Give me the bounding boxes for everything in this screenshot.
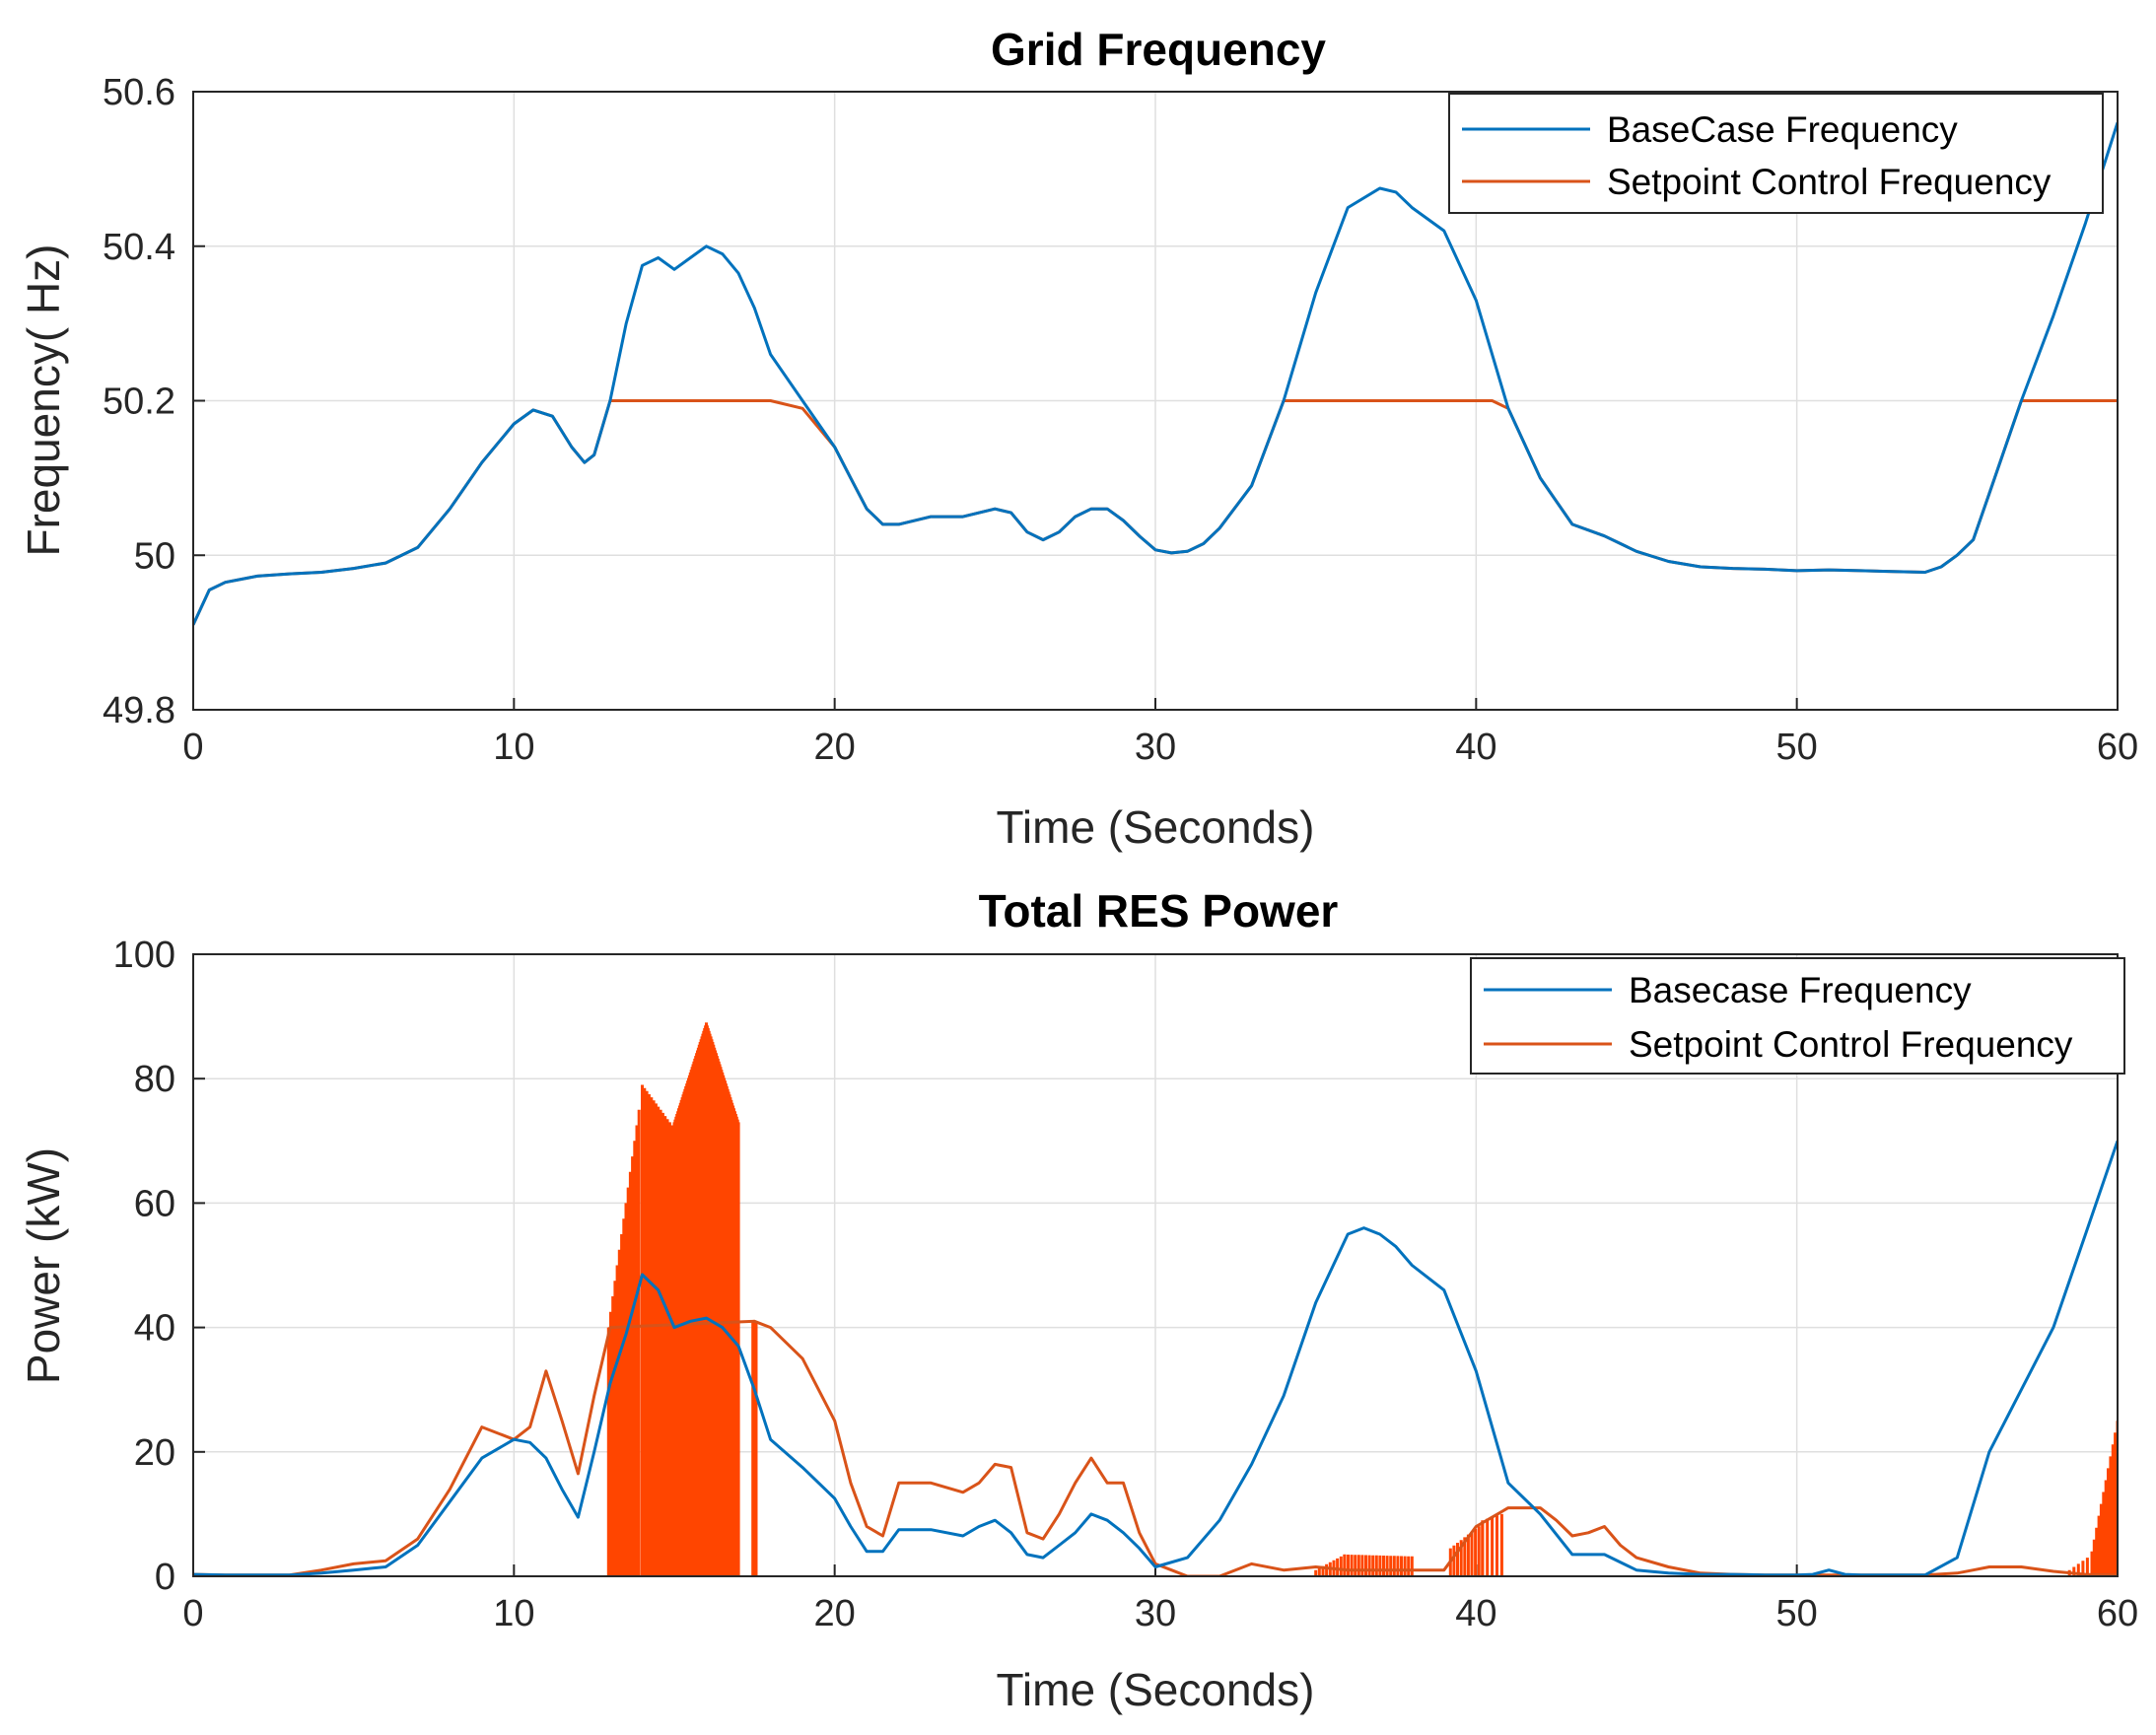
oscillation-band — [606, 1109, 641, 1576]
y-tick-labels: 0 20 40 60 80 100 — [113, 935, 175, 1598]
x-tick-label: 10 — [493, 1593, 534, 1634]
y-tick-label: 0 — [155, 1557, 175, 1598]
y-tick-label: 50 — [134, 535, 175, 577]
chart-title: Grid Frequency — [991, 24, 1326, 75]
x-tick-label: 10 — [493, 727, 534, 768]
x-tick-label: 40 — [1455, 727, 1496, 768]
oscillation-band — [2090, 1421, 2118, 1576]
legend-box — [1448, 93, 2104, 214]
y-tick-label: 80 — [134, 1059, 175, 1100]
legend-label-setpoint: Setpoint Control Frequency — [1629, 1024, 2073, 1065]
oscillation-band — [1481, 1513, 1503, 1576]
y-tick-label: 50.4 — [103, 227, 175, 268]
x-axis-label: Time (Seconds) — [997, 801, 1315, 853]
oscillation-band — [641, 1084, 676, 1576]
chart-title: Total RES Power — [979, 885, 1339, 937]
grid-frequency-chart: Grid Frequency 0 10 20 30 40 50 60 49.8 50 50.2 5… — [18, 24, 2138, 853]
x-tick-label: 30 — [1135, 727, 1176, 768]
legend-label-basecase: BaseCase Frequency — [1607, 109, 1958, 150]
series-line-basecase — [193, 121, 2118, 626]
total-res-power-chart: Total RES Power 0 10 20 30 40 50 60 0 20 40 60 80 1… — [18, 885, 2138, 1715]
x-tick-label: 50 — [1776, 1593, 1818, 1634]
oscillation-band — [705, 1022, 740, 1576]
x-tick-label: 20 — [814, 1593, 856, 1634]
legend-box — [1470, 957, 2125, 1075]
y-axis-label: Power (kW) — [18, 1147, 69, 1384]
x-tick-label: 50 — [1776, 727, 1818, 768]
y-tick-label: 100 — [113, 935, 175, 976]
oscillation-band — [751, 1321, 758, 1576]
x-tick-label: 30 — [1135, 1593, 1176, 1634]
legend: BaseCase Frequency Setpoint Control Freq… — [1448, 93, 2104, 214]
plot-box — [192, 91, 2119, 711]
oscillation-band — [1343, 1554, 1414, 1576]
y-tick-label: 50.6 — [103, 72, 175, 113]
x-tick-label: 60 — [2097, 727, 2138, 768]
legend-label-basecase: Basecase Frequency — [1629, 970, 1972, 1010]
y-tick-label: 49.8 — [103, 690, 175, 731]
plot-box — [192, 953, 2119, 1577]
y-tick-label: 20 — [134, 1432, 175, 1474]
gridlines — [192, 953, 2119, 1577]
legend-label-setpoint: Setpoint Control Frequency — [1607, 162, 2052, 202]
x-tick-label: 0 — [182, 727, 203, 768]
series-layer — [193, 1022, 2118, 1576]
x-tick-labels: 0 10 20 30 40 50 60 — [182, 1593, 2138, 1634]
x-tick-label: 40 — [1455, 1593, 1496, 1634]
y-tick-label: 40 — [134, 1308, 175, 1350]
series-layer — [193, 121, 2118, 626]
x-tick-label: 60 — [2097, 1593, 2138, 1634]
x-axis-label: Time (Seconds) — [997, 1664, 1315, 1715]
legend: Basecase Frequency Setpoint Control Freq… — [1470, 957, 2125, 1075]
setpoint-oscillation-bands — [606, 1022, 2118, 1576]
y-tick-label: 60 — [134, 1183, 175, 1224]
y-tick-labels: 49.8 50 50.2 50.4 50.6 — [103, 72, 175, 731]
y-tick-label: 50.2 — [103, 382, 175, 423]
x-tick-label: 0 — [182, 1593, 203, 1634]
x-tick-labels: 0 10 20 30 40 50 60 — [182, 727, 2138, 768]
x-tick-label: 20 — [814, 727, 856, 768]
y-axis-label: Frequency( Hz) — [18, 244, 69, 557]
oscillation-band — [672, 1022, 708, 1576]
series-line-basecase — [193, 1140, 2118, 1576]
